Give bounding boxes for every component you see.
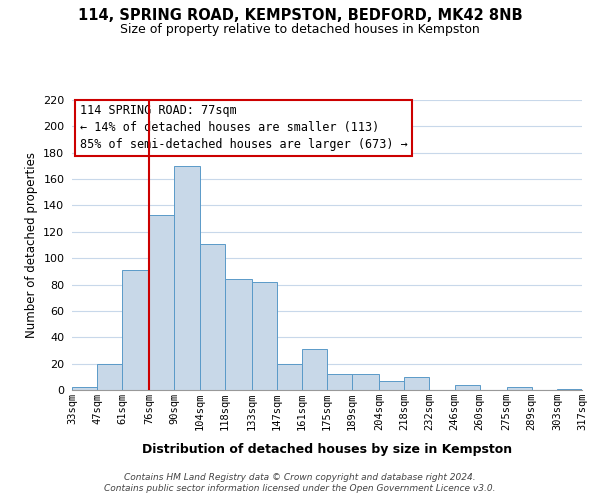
Bar bbox=[277, 364, 302, 390]
Text: 114, SPRING ROAD, KEMPSTON, BEDFORD, MK42 8NB: 114, SPRING ROAD, KEMPSTON, BEDFORD, MK4… bbox=[77, 8, 523, 22]
Bar bbox=[149, 214, 175, 390]
Bar bbox=[455, 384, 479, 390]
Bar bbox=[352, 374, 379, 390]
Text: Distribution of detached houses by size in Kempston: Distribution of detached houses by size … bbox=[142, 442, 512, 456]
Text: Contains public sector information licensed under the Open Government Licence v3: Contains public sector information licen… bbox=[104, 484, 496, 493]
Bar bbox=[379, 381, 404, 390]
Text: Size of property relative to detached houses in Kempston: Size of property relative to detached ho… bbox=[120, 22, 480, 36]
Bar bbox=[506, 388, 532, 390]
Text: Contains HM Land Registry data © Crown copyright and database right 2024.: Contains HM Land Registry data © Crown c… bbox=[124, 472, 476, 482]
Bar bbox=[72, 388, 97, 390]
Bar bbox=[251, 282, 277, 390]
Bar bbox=[302, 349, 327, 390]
Bar bbox=[224, 280, 251, 390]
Bar bbox=[404, 377, 430, 390]
Y-axis label: Number of detached properties: Number of detached properties bbox=[25, 152, 38, 338]
Bar bbox=[327, 374, 352, 390]
Text: 114 SPRING ROAD: 77sqm
← 14% of detached houses are smaller (113)
85% of semi-de: 114 SPRING ROAD: 77sqm ← 14% of detached… bbox=[80, 104, 407, 152]
Bar bbox=[97, 364, 122, 390]
Bar bbox=[557, 388, 582, 390]
Bar bbox=[199, 244, 224, 390]
Bar bbox=[122, 270, 149, 390]
Bar bbox=[175, 166, 199, 390]
